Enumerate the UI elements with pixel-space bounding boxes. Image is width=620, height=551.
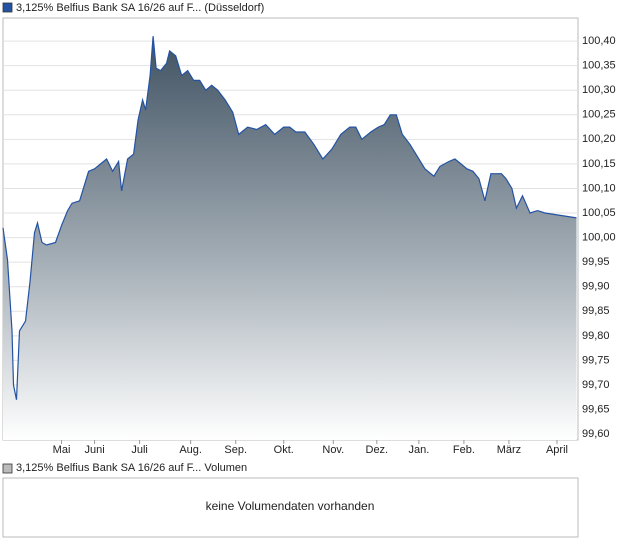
y-tick-label: 100,05 (582, 207, 616, 219)
volume-frame (2, 477, 579, 538)
volume-message: keine Volumendaten vorhanden (206, 499, 375, 513)
y-tick-label: 100,40 (582, 35, 616, 47)
area-fill (3, 36, 577, 440)
y-tick-label: 100,00 (582, 232, 616, 244)
y-tick-label: 99,90 (582, 281, 610, 293)
x-tick-label: Feb. (453, 444, 475, 456)
y-tick-label: 100,30 (582, 84, 616, 96)
y-tick-label: 100,15 (582, 158, 616, 170)
y-tick-label: 100,10 (582, 182, 616, 194)
x-tick-label: Jan. (408, 444, 429, 456)
volume-legend-swatch (2, 463, 13, 474)
y-tick-label: 99,95 (582, 256, 610, 268)
x-tick-label: März (497, 444, 521, 456)
y-tick-label: 100,20 (582, 133, 616, 145)
x-tick-label: Okt. (274, 444, 294, 456)
y-tick-label: 99,70 (582, 379, 610, 391)
x-tick-label: Juli (131, 444, 148, 456)
x-tick-label: Juni (84, 444, 104, 456)
y-tick-label: 99,60 (582, 428, 610, 440)
x-tick-label: April (546, 444, 568, 456)
y-tick-label: 100,35 (582, 60, 616, 72)
price-line (2, 36, 577, 400)
y-tick-label: 100,25 (582, 109, 616, 121)
x-tick-label: Sep. (224, 444, 247, 456)
x-tick-label: Nov. (322, 444, 344, 456)
y-tick-label: 99,80 (582, 330, 610, 342)
x-tick-label: Aug. (179, 444, 202, 456)
y-tick-label: 99,85 (582, 305, 610, 317)
volume-legend-label: 3,125% Belfius Bank SA 16/26 auf F... Vo… (16, 462, 247, 474)
legend-label: 3,125% Belfius Bank SA 16/26 auf F... (D… (16, 2, 264, 14)
y-tick-label: 99,65 (582, 403, 610, 415)
x-tick-label: Mai (53, 444, 71, 456)
y-tick-label: 99,75 (582, 354, 610, 366)
x-tick-label: Dez. (366, 444, 389, 456)
legend-swatch (2, 2, 13, 13)
